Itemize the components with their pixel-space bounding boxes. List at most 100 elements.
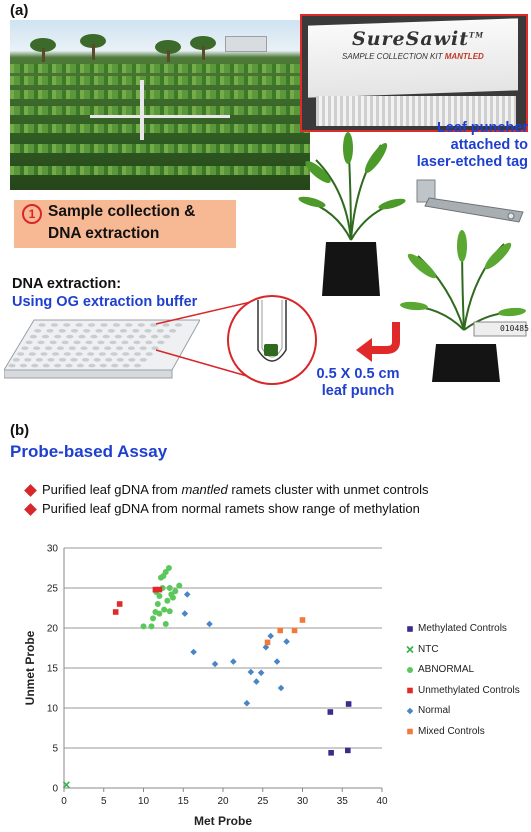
dna-extraction-title: DNA extraction: [12,276,122,292]
scatter-plot-area: 0 5 10 15 20 25 30 0 5 10 15 20 25 30 35 40 Met Probe Unm… [23,544,414,828]
palm-seedling-1 [298,132,406,296]
legend-marker [407,667,413,673]
unmethylated-controls-point [116,601,123,607]
palm-seedling-2 [400,230,527,382]
methylated-controls-point [345,701,352,707]
mixed-controls-point [264,639,271,646]
normal-point [262,643,270,651]
abnormal-point [166,585,173,591]
kit-logo: SureSawitTM [352,28,484,50]
96-well-plate [4,319,200,379]
step-number-badge: 1 [22,204,42,224]
normal-point [277,684,285,692]
abnormal-point [169,594,176,601]
x-tick-label: 30 [297,796,309,807]
x-axis-label: Met Probe [194,814,252,827]
abnormal-point [157,574,164,581]
normal-point [257,669,265,677]
scatter-chart: 0 5 10 15 20 25 30 0 5 10 15 20 25 30 35 40 Met Probe Unm… [0,530,531,829]
panel-a-label: (a) [10,2,29,19]
step-1-box: 1 Sample collection & DNA extraction [14,200,236,248]
curved-arrow-icon [356,322,400,362]
x-tick-label: 35 [337,796,349,807]
legend-marker [407,728,413,735]
mixed-controls-point [299,617,306,623]
y-axis-label: Unmet Probe [23,630,37,705]
legend-entry: Unmethylated Controls [418,684,520,696]
legend-entry: ABNORMAL [418,664,475,675]
zoom-indicator [155,295,317,385]
bullet-icon [24,503,37,516]
panel-b-title: Probe-based Assay [10,442,168,461]
oil-palm-field-photo [10,20,310,190]
x-tick-label: 40 [376,796,388,807]
abnormal-point [176,582,183,589]
abnormal-point [162,569,169,575]
normal-point [181,610,189,617]
abnormal-point [148,623,155,630]
abnormal-point [140,623,147,630]
panel-b-label: (b) [10,422,30,439]
x-tick-label: 15 [178,796,190,807]
y-tick-label: 25 [47,584,59,595]
mixed-controls-point [291,627,298,634]
y-tick-label: 10 [47,704,59,715]
x-tick-label: 0 [61,796,67,807]
x-tick-label: 5 [101,796,107,807]
legend-entry: Normal [418,705,451,716]
normal-point [211,660,219,668]
bullet-text-2: Purified leaf gDNA from normal ramets sh… [42,501,420,516]
abnormal-point [165,565,172,571]
abnormal-point [150,615,157,622]
legend-entry: NTC [418,643,439,655]
legend-marker [406,645,414,654]
abnormal-point [162,621,169,627]
normal-point [206,620,213,628]
x-tick-label: 25 [257,796,269,807]
normal-point [247,668,255,676]
mixed-controls-point [277,627,284,634]
leaf-puncher-tool [416,179,524,223]
step-text-line-2: DNA extraction [48,225,160,242]
y-tick-label: 30 [47,544,59,555]
normal-point [253,678,260,685]
legend-entry: Methylated Controls [418,623,507,634]
dna-extraction-subtitle: Using OG extraction buffer [12,294,198,310]
abnormal-point [154,601,161,607]
ntc-point [62,781,70,789]
abnormal-point [166,608,173,615]
legend-entry: Mixed Controls [418,725,485,737]
abnormal-point [156,593,163,599]
x-tick-label: 10 [138,796,150,807]
normal-point [267,632,274,640]
leaf-punch-label: 0.5 X 0.5 cm leaf punch [316,366,400,399]
leaf-puncher-label: Leaf puncher attached to laser-etched ta… [416,120,528,170]
methylated-controls-point [328,750,334,756]
y-tick-label: 20 [47,624,59,635]
methylated-controls-point [327,709,334,715]
unmethylated-controls-point [112,609,119,615]
bullet-icon [24,484,37,497]
legend-marker [407,626,413,632]
legend-marker [406,707,414,715]
y-tick-label: 15 [47,664,59,675]
abnormal-point [172,588,179,595]
abnormal-point [161,606,168,613]
tag-number: 010485 [500,324,529,333]
methylated-controls-point [345,747,351,754]
abnormal-point [156,610,163,617]
y-tick-label: 5 [52,744,58,755]
normal-point [243,699,251,707]
unmethylated-controls-point [156,586,163,593]
legend-marker [407,687,413,694]
normal-point [190,648,197,656]
x-tick-label: 20 [217,796,229,807]
normal-point [183,591,191,598]
unmethylated-controls-point [152,586,159,593]
abnormal-point [164,597,171,604]
sample-collection-kit-photo: SureSawitTM SAMPLE COLLECTION KIT MANTLE… [300,14,528,132]
bullet-text-1: Purified leaf gDNA from mantled ramets c… [42,482,429,497]
normal-point [273,658,281,665]
y-tick-label: 0 [52,784,58,795]
normal-point [230,658,237,665]
